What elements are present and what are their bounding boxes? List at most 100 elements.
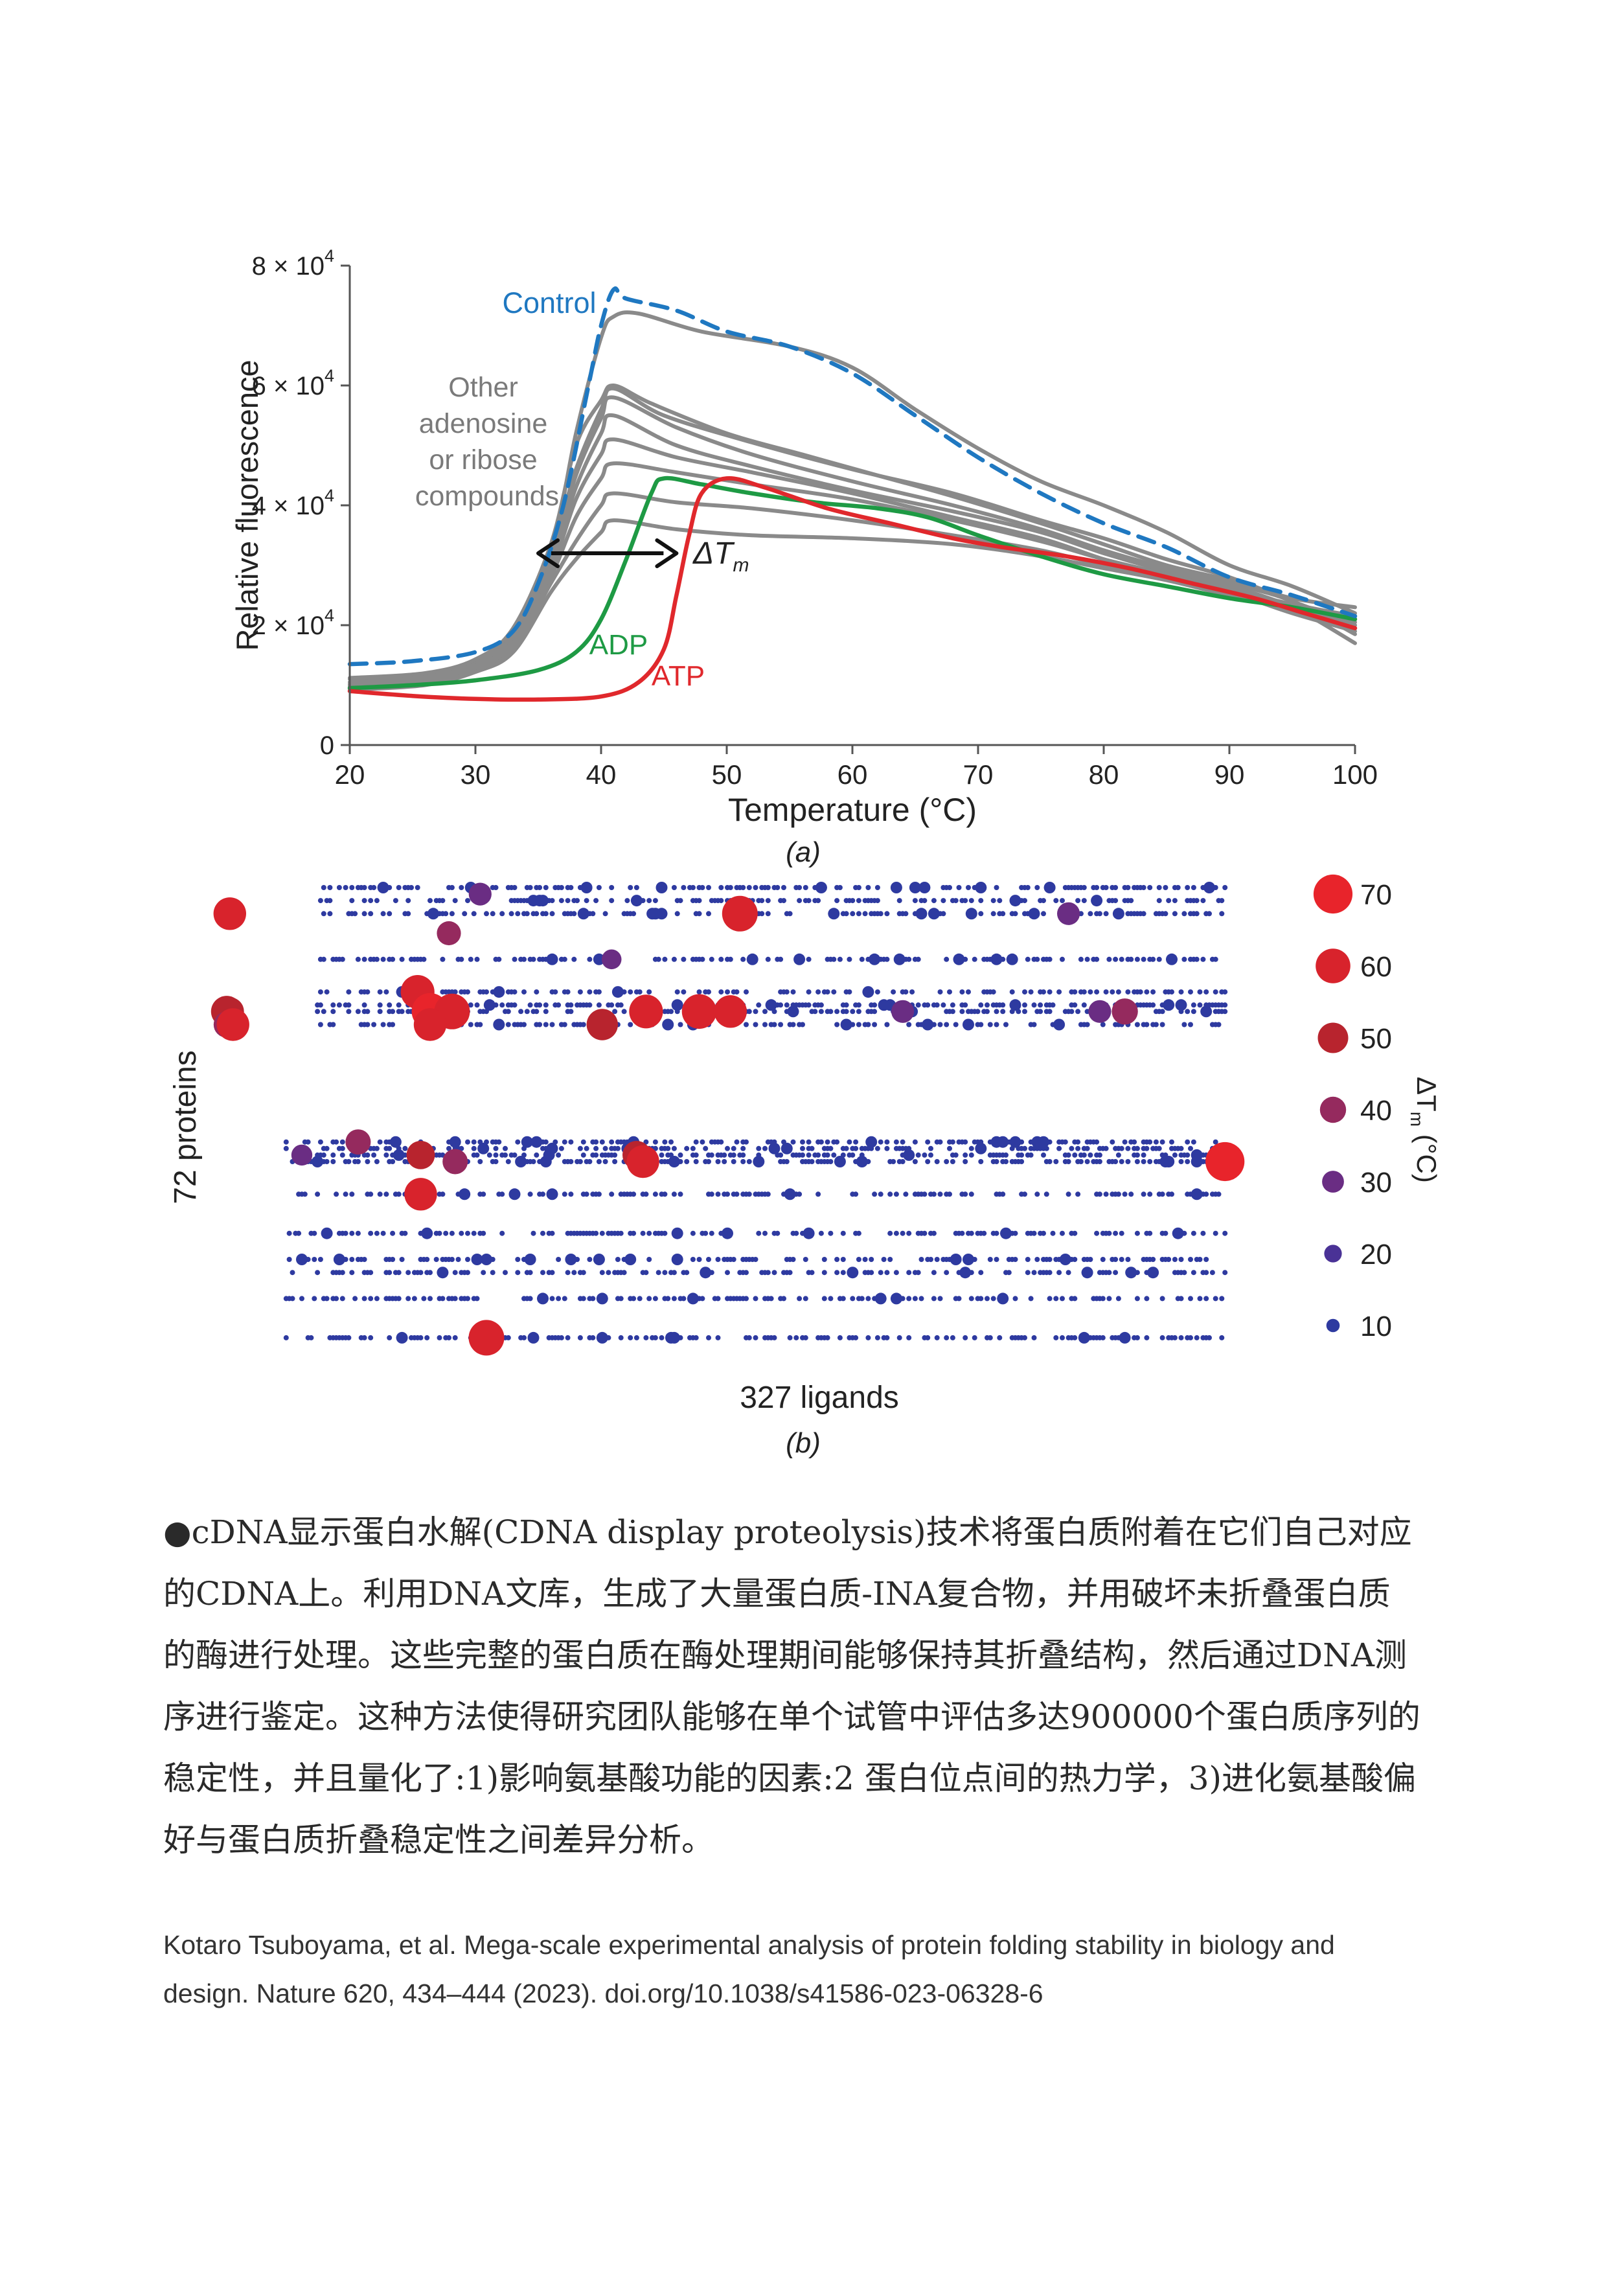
small-point — [512, 885, 518, 890]
small-point — [640, 1230, 646, 1236]
small-point — [1053, 1159, 1059, 1164]
small-point — [931, 1191, 937, 1197]
small-point — [440, 1191, 446, 1197]
small-point — [731, 1152, 736, 1158]
small-point — [1103, 1191, 1109, 1197]
small-point — [543, 1002, 549, 1008]
small-point — [1125, 1335, 1131, 1340]
small-point — [828, 1145, 834, 1151]
small-point — [963, 1335, 968, 1340]
small-point — [568, 1002, 574, 1008]
small-point — [618, 1335, 624, 1340]
paragraph-line: 序进行鉴定。这种方法使得研究团队能够在单个试管中评估多达900000个蛋白质序列… — [163, 1698, 1420, 1736]
small-point — [850, 1152, 856, 1158]
small-point — [471, 1230, 477, 1236]
small-point — [465, 1296, 470, 1302]
small-point — [1188, 1022, 1193, 1027]
small-point — [815, 882, 827, 893]
small-point — [891, 989, 896, 995]
small-point — [671, 1270, 677, 1276]
small-point — [505, 1335, 511, 1340]
small-point — [499, 1191, 505, 1197]
small-point — [1119, 1230, 1124, 1236]
small-point — [1094, 956, 1100, 962]
small-point — [722, 1227, 733, 1239]
small-point — [1003, 1159, 1009, 1164]
small-point — [893, 1139, 899, 1145]
small-point — [968, 1270, 974, 1276]
small-point — [339, 1270, 345, 1276]
small-point — [915, 956, 921, 962]
small-point — [972, 1257, 977, 1262]
small-point — [1181, 1270, 1187, 1276]
small-point — [1012, 1296, 1018, 1302]
small-point — [1019, 1152, 1025, 1158]
small-point — [637, 989, 643, 995]
small-point — [994, 1257, 999, 1262]
y-tick-mantissa: 8 × 10 — [252, 252, 325, 281]
small-point — [681, 956, 687, 962]
small-point — [869, 989, 874, 995]
small-point — [740, 885, 746, 890]
small-point — [1172, 1227, 1184, 1239]
small-point — [493, 1018, 505, 1031]
small-point — [856, 1009, 861, 1015]
small-point — [343, 1257, 348, 1262]
small-point — [874, 898, 880, 904]
small-point — [477, 1159, 483, 1164]
small-point — [1088, 911, 1093, 917]
small-point — [317, 1257, 323, 1262]
small-point — [490, 1270, 496, 1276]
small-point — [365, 1159, 370, 1164]
small-point — [1150, 989, 1156, 995]
small-point — [671, 885, 677, 890]
small-point — [1194, 911, 1200, 917]
small-point — [503, 1270, 508, 1276]
big-point — [601, 949, 622, 970]
small-point — [618, 1296, 624, 1302]
small-point — [1081, 1152, 1087, 1158]
small-point — [1119, 1145, 1124, 1151]
small-point — [553, 1145, 558, 1151]
small-point — [628, 1335, 633, 1340]
small-point — [355, 1230, 361, 1236]
delta-tm-label: ΔTm — [692, 536, 749, 576]
small-point — [324, 1159, 330, 1164]
small-point — [744, 989, 749, 995]
small-point — [950, 1139, 955, 1145]
small-point — [696, 1257, 702, 1262]
small-point — [496, 956, 502, 962]
small-point — [1172, 898, 1178, 904]
small-point — [484, 989, 489, 995]
small-point — [1207, 911, 1212, 917]
small-point — [512, 956, 518, 962]
small-point — [690, 1257, 696, 1262]
small-point — [390, 1257, 396, 1262]
small-point — [505, 1022, 511, 1027]
legend-swatch — [1322, 1171, 1344, 1193]
small-point — [944, 1022, 950, 1027]
small-point — [809, 1145, 815, 1151]
small-point — [703, 1230, 709, 1236]
small-point — [765, 956, 771, 962]
small-point — [931, 1230, 937, 1236]
small-point — [1069, 1145, 1075, 1151]
small-point — [872, 1002, 878, 1008]
small-point — [1134, 1022, 1140, 1027]
small-point — [562, 956, 567, 962]
small-point — [922, 1230, 928, 1236]
small-point — [744, 1022, 749, 1027]
small-point — [966, 989, 971, 995]
small-point — [1169, 1191, 1174, 1197]
small-point — [1000, 1009, 1006, 1015]
small-point — [387, 1145, 393, 1151]
small-point — [968, 1296, 974, 1302]
small-point — [1144, 1296, 1150, 1302]
small-point — [421, 1227, 433, 1239]
small-point — [775, 1230, 781, 1236]
small-point — [975, 1009, 981, 1015]
small-point — [1097, 1191, 1102, 1197]
other-label-line: or ribose — [429, 444, 537, 476]
small-point — [1009, 1009, 1015, 1015]
small-point — [1178, 989, 1184, 995]
